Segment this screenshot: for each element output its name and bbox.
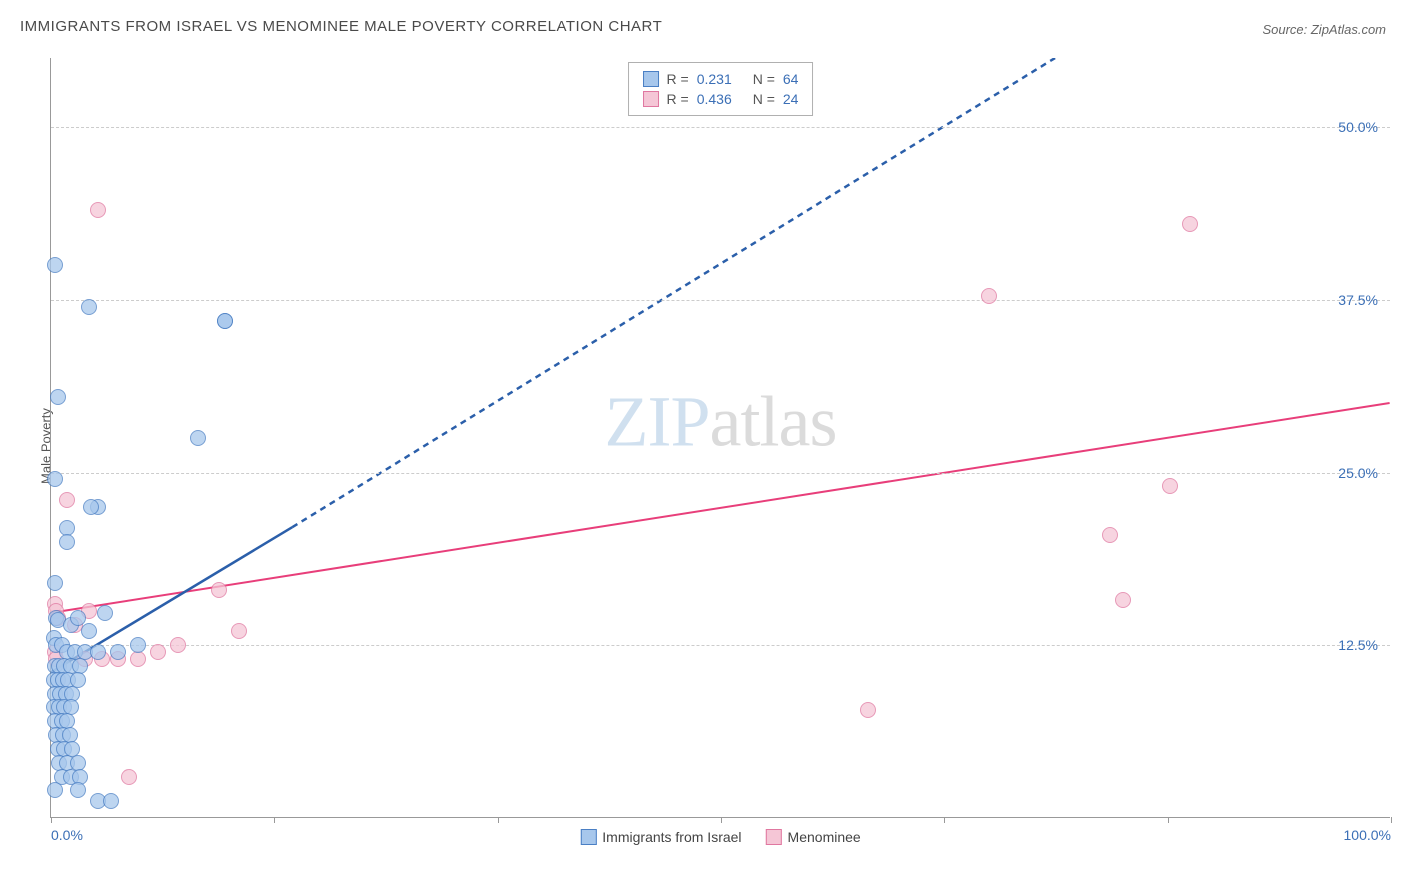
data-point xyxy=(860,702,876,718)
legend-row: R = 0.231 N = 64 xyxy=(643,69,799,89)
watermark-atlas: atlas xyxy=(710,382,837,462)
watermark-zip: ZIP xyxy=(605,382,710,462)
data-point xyxy=(217,313,233,329)
data-point xyxy=(130,651,146,667)
series-label-0: Immigrants from Israel xyxy=(602,829,741,845)
data-point xyxy=(47,782,63,798)
series-swatch-icon xyxy=(580,829,596,845)
data-point xyxy=(103,793,119,809)
series-label-1: Menominee xyxy=(788,829,861,845)
legend-item: Menominee xyxy=(766,829,861,845)
legend-row: R = 0.436 N = 24 xyxy=(643,89,799,109)
data-point xyxy=(90,202,106,218)
data-point xyxy=(70,610,86,626)
data-point xyxy=(50,389,66,405)
data-point xyxy=(59,492,75,508)
chart-container: IMMIGRANTS FROM ISRAEL VS MENOMINEE MALE… xyxy=(0,0,1406,892)
series-swatch-icon xyxy=(766,829,782,845)
data-point xyxy=(121,769,137,785)
gridline xyxy=(51,127,1390,128)
data-point xyxy=(110,644,126,660)
data-point xyxy=(190,430,206,446)
legend-item: Immigrants from Israel xyxy=(580,829,741,845)
x-tick xyxy=(721,817,722,823)
y-tick-label: 50.0% xyxy=(1338,119,1378,135)
data-point xyxy=(1162,478,1178,494)
data-point xyxy=(97,605,113,621)
n-value-0: 64 xyxy=(783,71,799,87)
series-swatch-icon xyxy=(643,91,659,107)
data-point xyxy=(150,644,166,660)
series-legend: Immigrants from Israel Menominee xyxy=(580,829,860,845)
x-tick xyxy=(1391,817,1392,823)
n-label: N = xyxy=(753,91,775,107)
plot-area: ZIPatlas R = 0.231 N = 64 R = 0.436 N = … xyxy=(50,58,1390,818)
data-point xyxy=(59,534,75,550)
correlation-legend: R = 0.231 N = 64 R = 0.436 N = 24 xyxy=(628,62,814,116)
y-tick-label: 12.5% xyxy=(1338,637,1378,653)
gridline xyxy=(51,300,1390,301)
data-point xyxy=(211,582,227,598)
data-point xyxy=(231,623,247,639)
x-tick xyxy=(498,817,499,823)
x-tick xyxy=(274,817,275,823)
trend-lines-layer xyxy=(51,58,1390,817)
data-point xyxy=(83,499,99,515)
data-point xyxy=(47,257,63,273)
y-tick-label: 25.0% xyxy=(1338,465,1378,481)
data-point xyxy=(1182,216,1198,232)
gridline xyxy=(51,645,1390,646)
data-point xyxy=(1115,592,1131,608)
gridline xyxy=(51,473,1390,474)
x-tick-label: 0.0% xyxy=(51,827,83,843)
source-attribution: Source: ZipAtlas.com xyxy=(1262,22,1386,37)
r-label: R = xyxy=(667,71,689,87)
x-tick xyxy=(944,817,945,823)
n-label: N = xyxy=(753,71,775,87)
n-value-1: 24 xyxy=(783,91,799,107)
series-swatch-icon xyxy=(643,71,659,87)
x-tick xyxy=(51,817,52,823)
data-point xyxy=(170,637,186,653)
watermark: ZIPatlas xyxy=(605,381,837,464)
data-point xyxy=(47,575,63,591)
x-tick xyxy=(1168,817,1169,823)
r-value-0: 0.231 xyxy=(697,71,745,87)
data-point xyxy=(1102,527,1118,543)
data-point xyxy=(70,782,86,798)
data-point xyxy=(81,623,97,639)
r-label: R = xyxy=(667,91,689,107)
data-point xyxy=(981,288,997,304)
chart-title: IMMIGRANTS FROM ISRAEL VS MENOMINEE MALE… xyxy=(20,18,662,35)
data-point xyxy=(90,644,106,660)
data-point xyxy=(81,299,97,315)
x-tick-label: 100.0% xyxy=(1344,827,1391,843)
data-point xyxy=(130,637,146,653)
r-value-1: 0.436 xyxy=(697,91,745,107)
data-point xyxy=(47,471,63,487)
y-tick-label: 37.5% xyxy=(1338,292,1378,308)
